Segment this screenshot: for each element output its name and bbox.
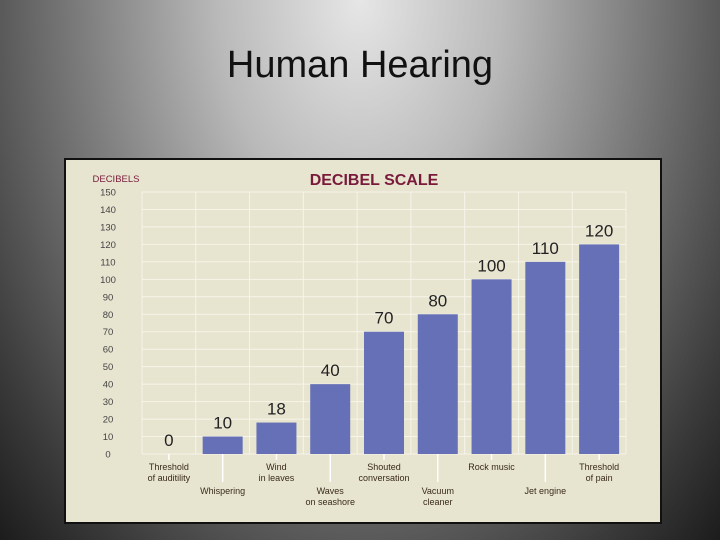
y-axis-label: DECIBELS [93,174,140,185]
y-tick-label: 40 [103,380,114,391]
bar-value-label: 80 [428,291,447,310]
category-label: Whispering [200,486,245,496]
category-label: of pain [586,473,613,483]
chart-grid [141,191,627,482]
category-label: Rock music [468,462,515,472]
category-label: on seashore [305,497,355,507]
y-tick-label: 0 [105,450,110,461]
bar-value-label: 100 [477,256,505,275]
y-tick-label: 110 [100,257,115,268]
bar [579,244,620,454]
slide-title: Human Hearing [226,44,494,86]
y-tick-label: 90 [103,292,114,303]
y-tick-label: 100 [100,275,116,286]
bar [471,279,512,454]
category-label: Jet engine [525,486,567,496]
y-tick-label: 60 [103,345,114,356]
category-label: Threshold [149,462,189,472]
category-label: Wind [266,462,287,472]
y-tick-label: 10 [103,432,114,443]
category-label: Vacuum [422,486,454,496]
y-tick-label: 50 [103,362,114,373]
decibel-chart: 0 10 20 30 40 50 60 70 80 90 100 110 120 130 140 150 0 Th… [64,158,662,524]
bar [256,422,297,454]
y-tick-label: 70 [103,327,114,338]
bar-value-label: 70 [375,309,394,328]
category-label: Threshold [579,462,619,472]
bar [525,261,566,454]
category-label: Waves [317,486,345,496]
category-label: cleaner [423,497,453,507]
category-label: conversation [358,473,409,483]
chart-title: DECIBEL SCALE [310,172,439,189]
bar-value-label: 40 [321,361,340,380]
bar [202,436,243,454]
chart-labels: 0 10 20 30 40 50 60 70 80 90 100 110 120 130 140 150 0 Th… [100,188,619,508]
bar [417,314,458,454]
bar [364,331,404,454]
y-tick-label: 80 [103,310,114,321]
y-tick-label: 150 [100,188,116,199]
category-label: in leaves [259,473,295,483]
y-tick-label: 120 [100,240,116,251]
y-tick-label: 140 [100,205,116,216]
bar-value-label: 18 [267,400,286,419]
chart-svg: 0 10 20 30 40 50 60 70 80 90 100 110 120 130 140 150 0 Th… [93,172,627,508]
y-tick-label: 20 [103,415,114,426]
bar [310,384,351,454]
chart-bars [202,244,620,454]
y-tick-label: 130 [100,222,116,233]
category-label: Shouted [367,462,401,472]
bar-value-label: 10 [213,414,232,433]
bar-value-label: 120 [585,221,613,240]
bar-value-label: 0 [164,431,173,450]
y-tick-label: 30 [103,397,114,408]
bar-value-label: 110 [532,239,559,258]
category-label: of auditility [148,473,191,483]
